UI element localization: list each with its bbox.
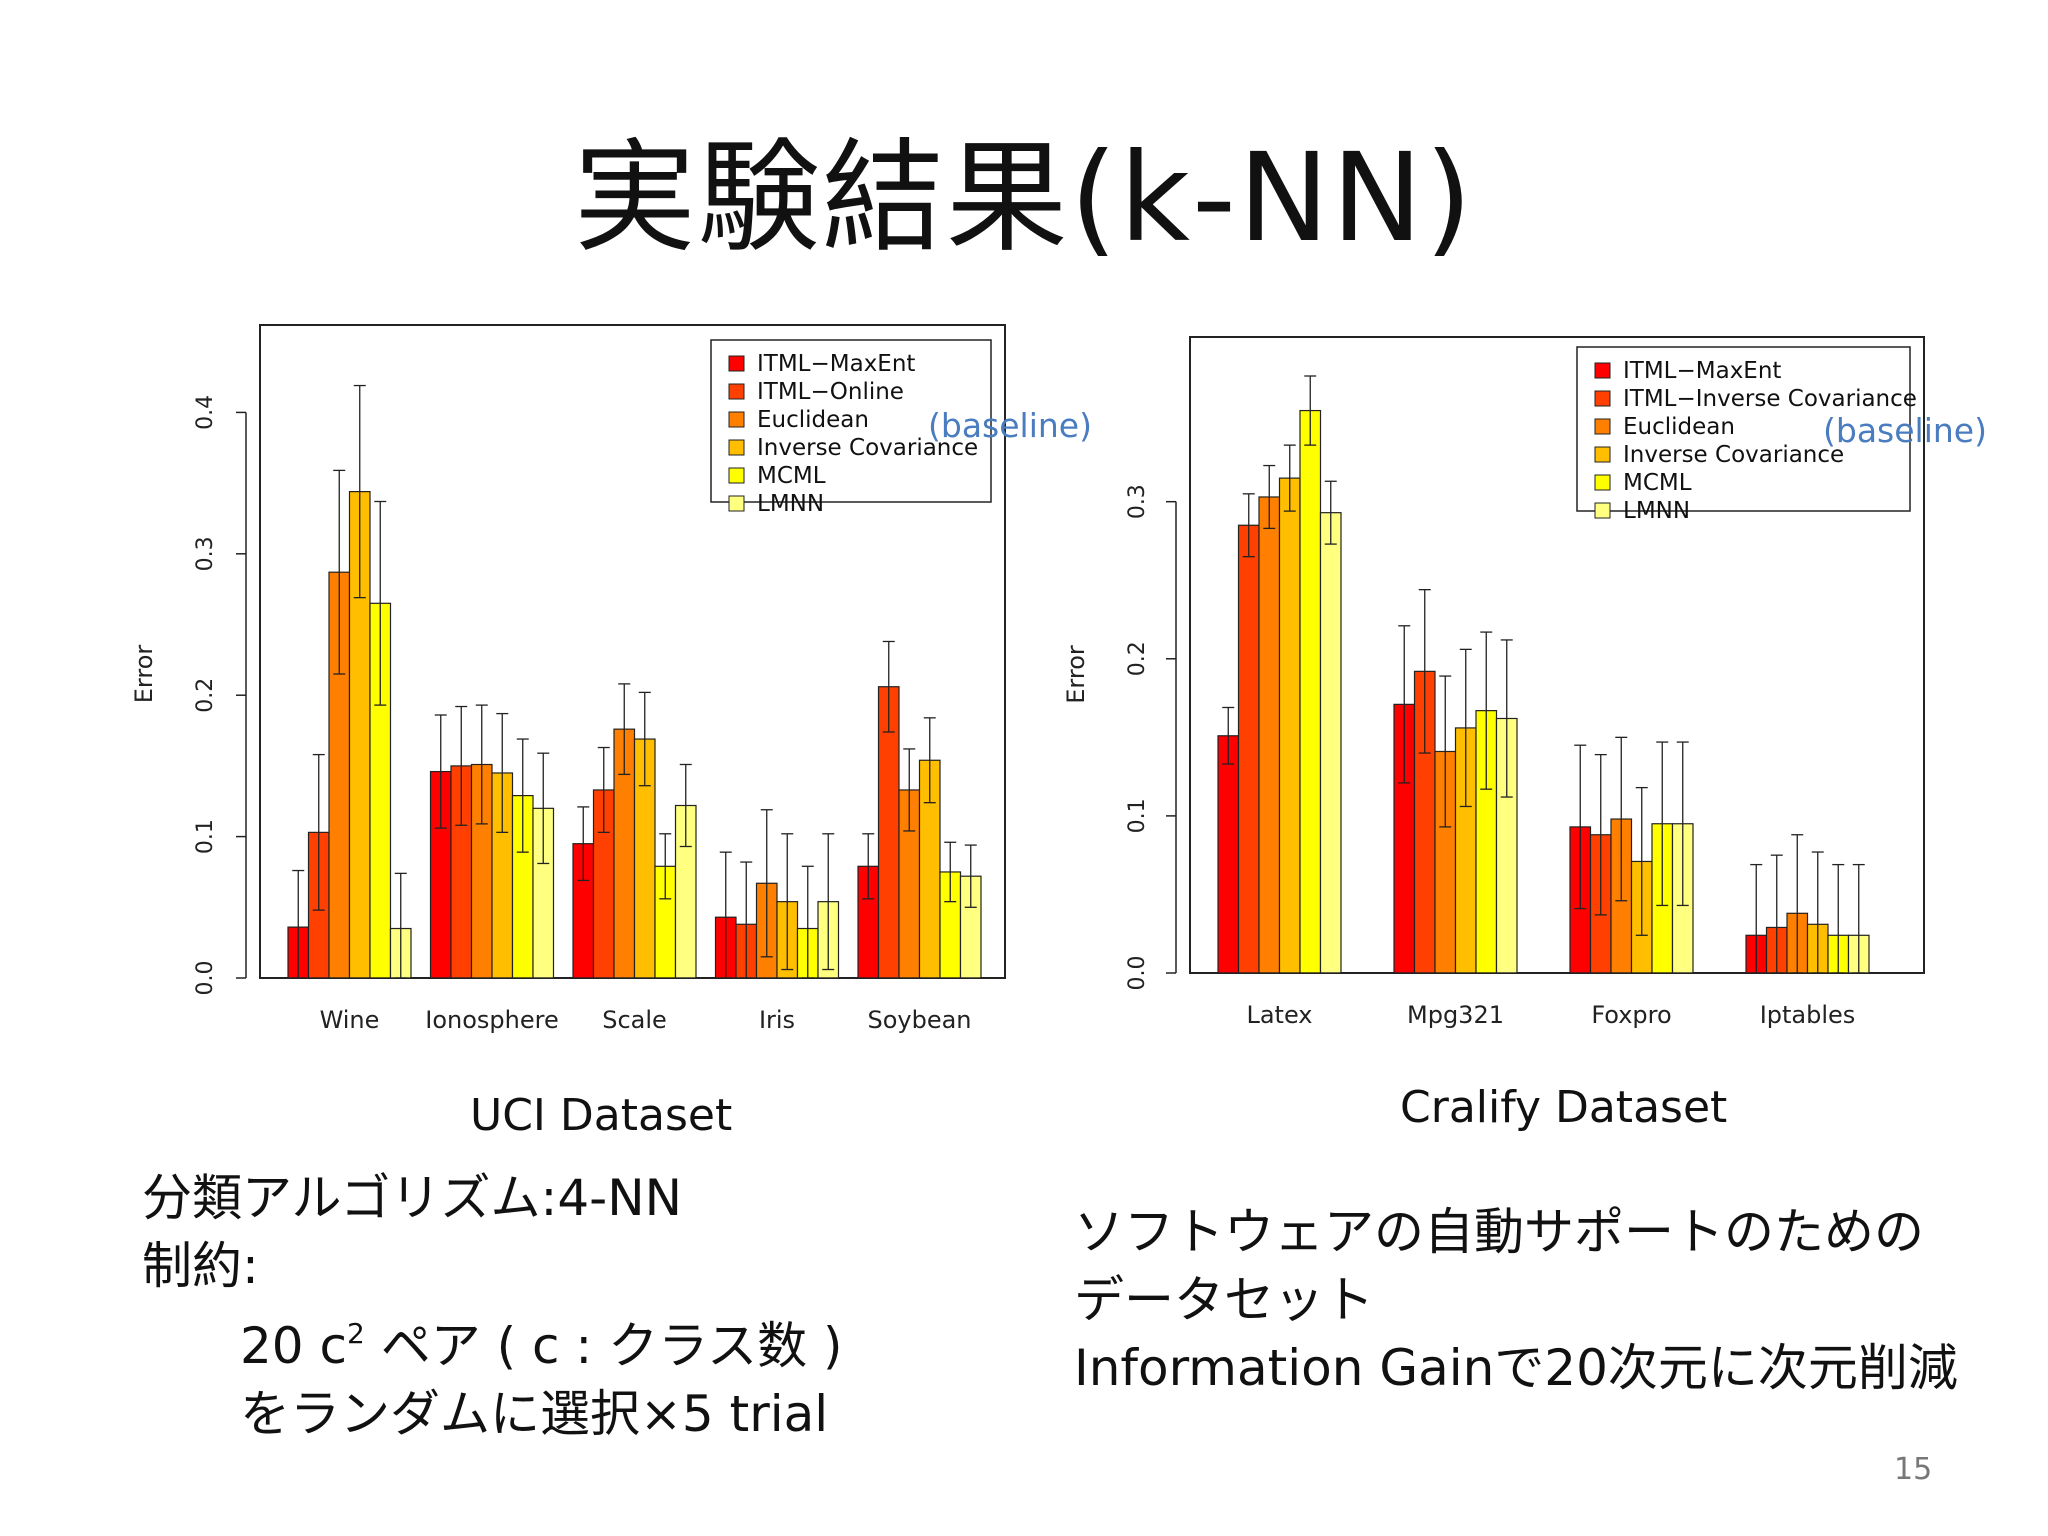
pairs-prefix: 20 c <box>240 1317 348 1375</box>
legend-entry-6: LMNN <box>1623 498 1690 524</box>
y-axis-label: Error <box>130 645 158 704</box>
algorithm-line: 分類アルゴリズム:4-NN <box>142 1169 683 1227</box>
uci-bar-chart: Wine Ionosphere Scale Iris Soybean 0.0 0.1 0.2 0… <box>130 324 1092 1034</box>
legend-entry-3: Euclidean <box>1623 414 1735 440</box>
pairs-superscript: 2 <box>347 1317 365 1350</box>
bar-latex-2 <box>1237 524 1260 974</box>
category-label-scale: Scale <box>602 1006 667 1034</box>
legend-entry-4: Inverse Covariance <box>757 435 978 461</box>
legend-swatch-1 <box>728 355 745 372</box>
legend-swatch-1 <box>1594 362 1611 379</box>
legend-swatch-2 <box>728 383 745 400</box>
y-tick-label: 0.3 <box>1125 484 1150 519</box>
y-tick-label: 0.1 <box>1125 798 1150 833</box>
y-tick-label: 0.2 <box>193 678 218 713</box>
bar-latex-6 <box>1319 512 1342 974</box>
legend-swatch-5 <box>1594 474 1611 491</box>
bar-latex-1 <box>1217 735 1240 974</box>
bar-latex-3 <box>1258 496 1281 974</box>
uci-method-notes: 分類アルゴリズム:4-NN 制約: 20 c2 ペア ( c : クラス数 ) … <box>142 1164 843 1448</box>
category-label-mpg321: Mpg321 <box>1407 1001 1504 1029</box>
y-tick-label: 0.2 <box>1125 641 1150 676</box>
description-line-3: Information Gainで20次元に次元削減 <box>1074 1339 1958 1397</box>
pairs-line: 20 c2 ペア ( c : クラス数 ) <box>142 1300 843 1380</box>
category-label-ionosphere: Ionosphere <box>425 1006 558 1034</box>
baseline-annotation: (baseline) <box>1823 411 1987 450</box>
category-label-wine: Wine <box>320 1006 380 1034</box>
legend-swatch-2 <box>1594 390 1611 407</box>
page-number: 15 <box>1894 1452 1933 1487</box>
legend-entry-3: Euclidean <box>757 407 869 433</box>
legend-swatch-4 <box>1594 446 1611 463</box>
legend-entry-1: ITML−MaxEnt <box>757 351 915 377</box>
y-tick-label: 0.0 <box>193 961 218 996</box>
baseline-annotation: (baseline) <box>928 406 1092 445</box>
category-label-foxpro: Foxpro <box>1591 1001 1671 1029</box>
legend-swatch-4 <box>728 439 745 456</box>
legend-entry-1: ITML−MaxEnt <box>1623 358 1781 384</box>
legend-entry-6: LMNN <box>757 491 824 517</box>
cralify-description: ソフトウェアの自動サポートのための データセット Information Gai… <box>1074 1198 1958 1402</box>
category-label-soybean: Soybean <box>867 1006 971 1034</box>
pairs-suffix: ペア ( c : クラス数 ) <box>364 1317 843 1375</box>
slide-title: 実験結果(k-NN) <box>573 127 1475 269</box>
description-line-1: ソフトウェアの自動サポートのための <box>1074 1203 1924 1261</box>
legend-entry-4: Inverse Covariance <box>1623 442 1844 468</box>
description-line-2: データセット <box>1074 1271 1374 1329</box>
y-tick-label: 0.0 <box>1125 956 1150 991</box>
category-label-latex: Latex <box>1246 1001 1312 1029</box>
legend-swatch-3 <box>1594 418 1611 435</box>
legend-box <box>710 339 992 503</box>
category-label-iris: Iris <box>759 1006 795 1034</box>
legend-box <box>1576 346 1911 512</box>
legend-entry-2: ITML−Inverse Covariance <box>1623 386 1917 412</box>
y-tick-label: 0.4 <box>193 395 218 430</box>
random-selection-line: をランダムに選択×5 trial <box>240 1385 829 1443</box>
legend-swatch-3 <box>728 411 745 428</box>
y-axis-label: Error <box>1062 645 1090 704</box>
legend-entry-2: ITML−Online <box>757 379 904 405</box>
constraint-line: 制約: <box>142 1237 259 1295</box>
cralify-caption: Cralify Dataset <box>1400 1082 1728 1133</box>
bar-latex-4 <box>1278 477 1301 974</box>
legend-entry-5: MCML <box>1623 470 1692 496</box>
uci-caption: UCI Dataset <box>470 1090 733 1141</box>
y-tick-label: 0.1 <box>193 819 218 854</box>
legend-swatch-6 <box>728 495 745 512</box>
category-label-iptables: Iptables <box>1760 1001 1856 1029</box>
legend-swatch-6 <box>1594 502 1611 519</box>
legend-entry-5: MCML <box>757 463 826 489</box>
cralify-bar-chart: Latex Mpg321 Foxpro Iptables 0.0 0.1 0.2 0.3 Err… <box>1062 336 1987 1029</box>
y-tick-label: 0.3 <box>193 536 218 571</box>
bar-latex-5 <box>1299 409 1322 974</box>
legend-swatch-5 <box>728 467 745 484</box>
